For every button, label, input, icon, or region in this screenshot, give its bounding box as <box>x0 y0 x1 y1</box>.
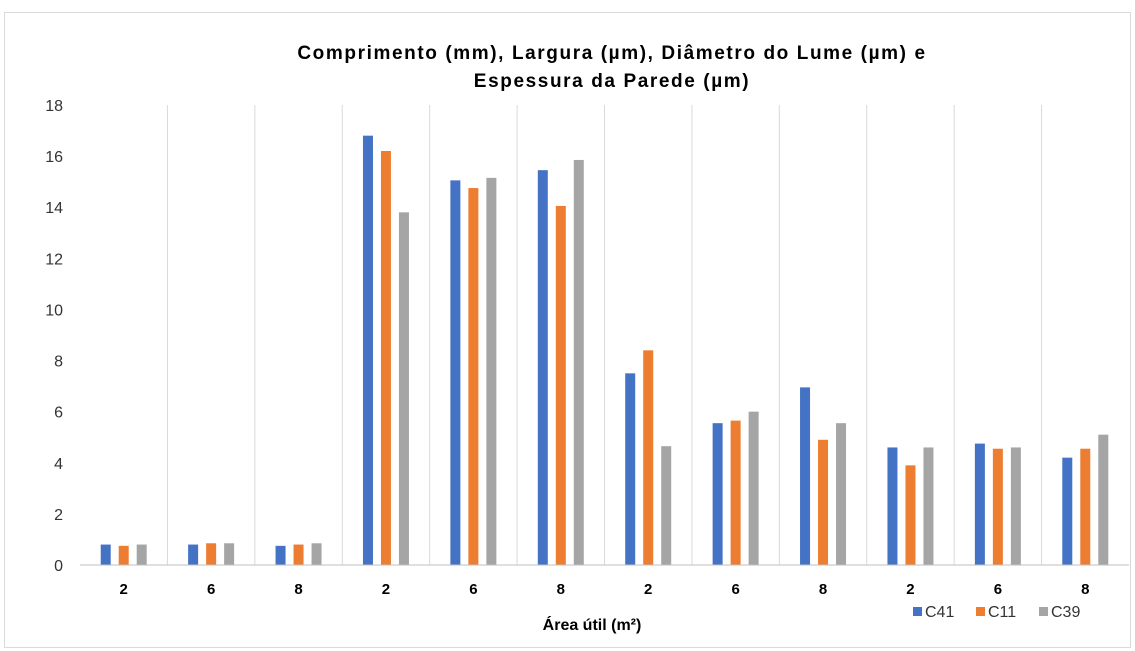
bar-c11 <box>1080 448 1091 565</box>
bar-c39 <box>224 543 235 565</box>
x-axis-ticks: 2 6 8 2 6 8 2 6 8 2 6 8 <box>120 581 1090 598</box>
bar-c39 <box>1098 434 1109 565</box>
x-tick-label: 6 <box>469 581 477 598</box>
legend: C41 C11 C39 <box>913 604 1080 621</box>
bar-c41 <box>537 170 548 565</box>
x-tick-label: 6 <box>731 581 739 598</box>
bar-c39 <box>136 544 147 565</box>
bar-c41 <box>625 373 636 565</box>
bar-c41 <box>188 544 199 565</box>
y-tick-label: 6 <box>54 405 63 422</box>
bar-c11 <box>730 420 741 565</box>
x-tick-label: 2 <box>906 581 914 598</box>
chart-svg: Comprimento (mm), Largura (µm), Diâmetro… <box>45 43 1129 634</box>
bar-c39 <box>661 446 672 565</box>
bar-c11 <box>206 543 217 565</box>
bar-c41 <box>450 180 461 565</box>
x-tick-label: 8 <box>819 581 827 598</box>
bar-c41 <box>974 443 985 565</box>
legend-label-c39: C39 <box>1051 604 1080 621</box>
y-tick-label: 12 <box>45 251 63 268</box>
bar-c41 <box>712 423 723 565</box>
chart-title: Comprimento (mm), Largura (µm), Diâmetro… <box>297 43 926 64</box>
legend-swatch-c41 <box>913 607 922 616</box>
bar-c41 <box>887 447 898 565</box>
bar-c11 <box>468 188 479 566</box>
bars <box>100 135 1109 566</box>
y-tick-label: 14 <box>45 200 63 217</box>
bar-c41 <box>100 544 111 565</box>
bar-c39 <box>573 159 584 565</box>
bar-c41 <box>800 387 811 565</box>
x-tick-label: 2 <box>644 581 652 598</box>
y-tick-label: 18 <box>45 98 63 115</box>
bar-c41 <box>275 545 286 565</box>
bar-c39 <box>923 447 934 565</box>
legend-label-c11: C11 <box>988 604 1016 621</box>
y-tick-label: 4 <box>54 456 63 473</box>
bar-c11 <box>643 350 654 565</box>
bar-c39 <box>486 177 497 566</box>
legend-swatch-c11 <box>976 607 985 616</box>
bar-c41 <box>362 135 373 565</box>
bar-c41 <box>1062 457 1073 565</box>
bar-c39 <box>1010 447 1021 565</box>
bar-c11 <box>818 439 829 565</box>
y-tick-label: 2 <box>54 507 63 524</box>
x-axis-label: Área útil (m²) <box>543 615 642 634</box>
x-tick-label: 2 <box>120 581 128 598</box>
bar-c11 <box>118 545 129 565</box>
bar-c39 <box>836 423 847 565</box>
bar-c11 <box>380 151 391 565</box>
y-axis-ticks: 0 2 4 6 8 10 12 14 16 18 <box>45 98 63 575</box>
bar-c11 <box>905 465 916 565</box>
y-tick-label: 10 <box>45 302 63 319</box>
bar-c11 <box>992 448 1003 565</box>
chart-frame: Comprimento (mm), Largura (µm), Diâmetro… <box>4 12 1131 648</box>
chart-title-line2: Espessura da Parede (µm) <box>474 71 750 92</box>
legend-label-c41: C41 <box>925 604 954 621</box>
y-tick-label: 16 <box>45 149 63 166</box>
bar-c11 <box>293 544 304 565</box>
y-tick-label: 8 <box>54 354 63 371</box>
bar-c39 <box>311 543 322 565</box>
x-tick-label: 8 <box>1081 581 1089 598</box>
y-tick-label: 0 <box>54 558 63 575</box>
bar-c39 <box>748 411 759 565</box>
x-tick-label: 6 <box>994 581 1002 598</box>
category-separators <box>166 105 1043 565</box>
bar-c11 <box>555 205 566 565</box>
bar-c39 <box>398 212 409 566</box>
x-tick-label: 6 <box>207 581 215 598</box>
x-tick-label: 8 <box>557 581 565 598</box>
x-tick-label: 2 <box>382 581 390 598</box>
x-tick-label: 8 <box>294 581 302 598</box>
legend-swatch-c39 <box>1039 607 1048 616</box>
